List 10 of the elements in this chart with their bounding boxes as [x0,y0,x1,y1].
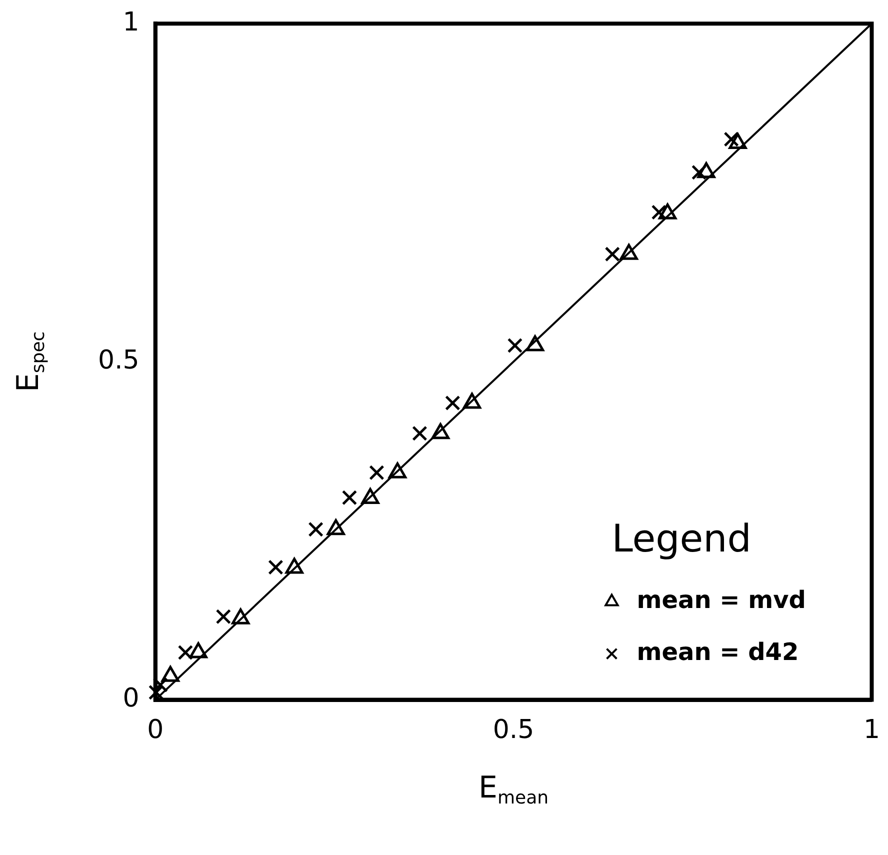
legend-title: Legend [612,516,752,561]
y-tick-label: 1 [122,7,140,38]
legend-label: mean = mvd [636,586,806,614]
x-tick-label: 0.5 [492,715,534,746]
x-tick-label: 1 [863,715,880,746]
y-tick-label: 0 [122,684,140,714]
legend-label: mean = d42 [636,638,799,666]
x-tick-label: 0 [147,715,164,746]
y-axis-title: Espec [11,331,50,392]
y-tick-label: 0.5 [98,345,140,376]
